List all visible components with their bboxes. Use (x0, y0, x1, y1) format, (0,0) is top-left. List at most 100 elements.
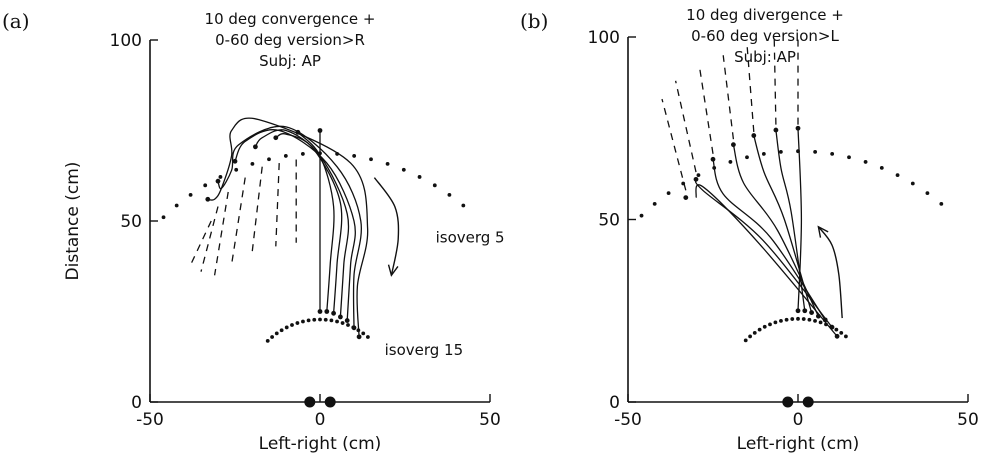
far-target-point (683, 195, 689, 201)
trajectory-line (775, 130, 806, 311)
y-tick-label: 0 (609, 393, 620, 413)
isoverg-dot (218, 175, 223, 179)
far-target-point (710, 156, 716, 162)
y-tick-label: 50 (120, 212, 142, 232)
isoverg-dot (447, 192, 452, 197)
isoverg-dot (784, 317, 789, 322)
dashed-line (251, 166, 263, 254)
isoverg-dot (925, 191, 930, 196)
far-target-point (693, 176, 699, 182)
far-target-point (317, 128, 323, 133)
isoverg-dot (279, 328, 284, 333)
isoverg-dot (830, 151, 835, 156)
trajectory-line (694, 178, 833, 328)
isoverg-dot (335, 319, 339, 324)
dashed-line (661, 98, 687, 191)
dashed-line (275, 163, 280, 247)
y-tick-label: 100 (588, 28, 620, 48)
isoverg-dot (743, 338, 748, 343)
isoverg-dot (265, 338, 270, 343)
isoverg-dot (352, 154, 357, 158)
trajectory-line (297, 131, 335, 312)
isoverg-dot (270, 335, 275, 339)
isoverg-dot (762, 324, 767, 329)
near-target-point (356, 334, 362, 340)
isoverg-dot (284, 325, 289, 330)
isoverg-dot (652, 201, 657, 206)
far-target-point (273, 135, 279, 141)
x-axis-title: Left-right (cm) (737, 434, 860, 454)
far-target-point (253, 144, 258, 150)
isoverg-dot (807, 317, 812, 322)
isoverg-dot (300, 152, 305, 156)
isoverg-dot (329, 318, 334, 323)
far-target-point (215, 178, 221, 184)
title-line: 10 deg convergence + (205, 10, 376, 28)
isoverg-dot (910, 181, 915, 186)
isoverg-dot (361, 331, 366, 336)
isoverg-dot (234, 167, 239, 172)
arrow-head (387, 264, 399, 277)
y-tick-label: 50 (598, 211, 620, 231)
arrow-head (817, 225, 829, 238)
far-target-point (205, 196, 211, 202)
isoverg-dot (728, 160, 733, 164)
title-line: Subj: AP (259, 52, 321, 70)
isoverg-dot (752, 330, 757, 335)
x-tick-label: 0 (315, 410, 326, 430)
isoverg-dot (295, 321, 300, 325)
dashed-line (213, 191, 229, 276)
near-target-point (822, 317, 828, 323)
isoverg-dot (346, 323, 350, 327)
panel-letter: (b) (520, 9, 548, 33)
near-target-point (317, 309, 323, 314)
isoverg-dot (312, 317, 317, 322)
near-target-point (324, 309, 330, 314)
isoverg-dot (813, 318, 817, 323)
isoverg-dot (203, 183, 208, 188)
near-target-point (351, 325, 357, 331)
isoverg-label: isoverg 5 (436, 229, 505, 247)
panel-letter: (a) (2, 9, 30, 33)
isoverg-dot (790, 317, 795, 321)
title-line: 10 deg divergence + (686, 6, 844, 24)
y-axis-title: Distance (cm) (63, 162, 83, 281)
isoverg-dot (813, 149, 818, 154)
isoverg-dot (779, 318, 783, 323)
isoverg-dot (340, 321, 345, 325)
isoverg-dot (834, 327, 839, 332)
x-tick-label: -50 (136, 410, 164, 430)
isoverg-dot (839, 330, 844, 335)
dashed-line (722, 55, 735, 140)
isoverg-dot (847, 155, 851, 160)
isoverg-dot (250, 161, 255, 166)
isoverg-dot (461, 203, 466, 208)
isoverg-dot (639, 213, 644, 218)
near-target-point (802, 308, 808, 314)
isoverg-dot (365, 335, 370, 339)
isoverg-dot (274, 331, 279, 336)
isoverg-dot (369, 157, 373, 162)
x-axis-title: Left-right (cm) (259, 434, 382, 454)
isoverg-dot (666, 191, 671, 196)
isoverg-dot (385, 161, 390, 166)
near-target-point (829, 324, 835, 330)
isoverg-dot (748, 334, 753, 339)
isoverg-dot (773, 320, 778, 325)
isoverg-dot (939, 201, 944, 206)
isoverg-dot (778, 149, 783, 154)
isoverg-dot (306, 318, 311, 323)
isoverg-dot (768, 322, 772, 327)
eye-marker (324, 396, 336, 408)
far-target-point (795, 125, 801, 131)
isoverg-dot (401, 167, 406, 172)
trajectory-line (234, 129, 356, 321)
near-target-point (344, 318, 350, 323)
panel-b: (b) 10 deg divergence + 0-60 deg version>L… (520, 6, 979, 454)
panel-a: (a) 10 deg convergence + 0-60 deg version>… (2, 9, 505, 454)
isoverg-dot (801, 317, 806, 321)
trajectory-line (695, 184, 838, 337)
isoverg-dot (174, 203, 179, 208)
far-target-point (232, 158, 238, 164)
eye-marker (802, 396, 814, 408)
